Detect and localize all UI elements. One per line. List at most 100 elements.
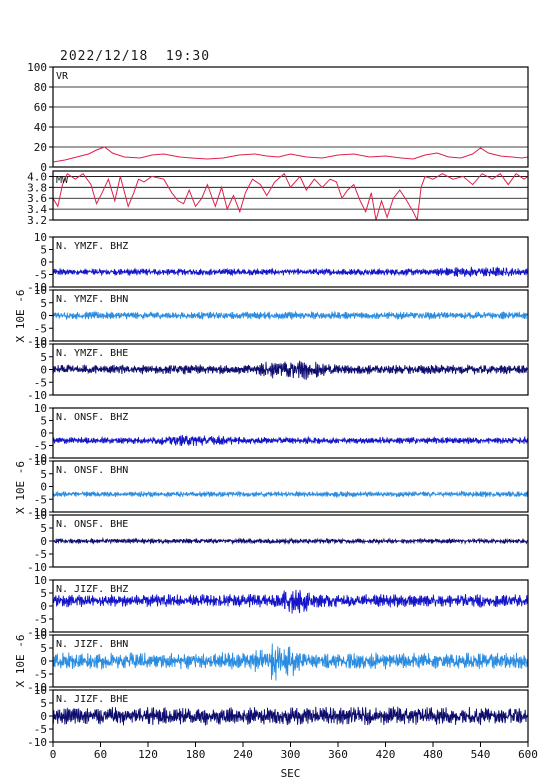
y-tick-label: 0 [40, 535, 47, 548]
y-tick-label: 0 [40, 310, 47, 323]
y-tick-label: -10 [27, 736, 47, 749]
y-tick-label: 20 [34, 141, 47, 154]
panel-frame [52, 343, 529, 396]
y-tick-label: 0 [40, 481, 47, 494]
x-tick-label: 60 [94, 748, 107, 761]
x-tick-label: 120 [138, 748, 158, 761]
panel-frame [52, 514, 529, 568]
y-tick-label: -10 [27, 452, 47, 465]
series-line-vr [53, 146, 528, 163]
y-tick-label: -5 [34, 723, 47, 736]
panel-label: VR [56, 71, 69, 82]
y-tick-label: 3.8 [27, 181, 47, 194]
y-tick-label: 0 [40, 364, 47, 377]
y-tick-label: -10 [27, 681, 47, 694]
y-tick-label: -10 [27, 561, 47, 574]
timestamp-header: 2022/12/18 19:30 [60, 49, 211, 64]
y-tick-label: -5 [34, 322, 47, 335]
panel-jizf-bhn [49, 634, 529, 688]
panel-frame [52, 407, 529, 459]
y-tick-label: 10 [34, 338, 47, 351]
panel-frame [52, 170, 529, 221]
y-tick-label: 10 [34, 402, 47, 415]
panel-label: N. ONSF. BHE [56, 519, 128, 530]
panel-ymzf-bhz [49, 236, 529, 288]
x-tick-label: 540 [471, 748, 491, 761]
y-tick-label: -5 [34, 376, 47, 389]
y-tick-label: 5 [40, 297, 47, 310]
series-line-jizf-bhn [53, 643, 528, 681]
x-tick-label: 480 [423, 748, 443, 761]
y-tick-label: 10 [34, 574, 47, 587]
panel-label: N. ONSF. BHZ [56, 412, 128, 423]
y-tick-label: 0 [40, 427, 47, 440]
y-tick-label: 5 [40, 522, 47, 535]
y-tick-label: 100 [27, 61, 47, 74]
x-tick-label: 180 [186, 748, 206, 761]
y-tick-label: 10 [34, 284, 47, 297]
series-line-onsf-bhe [53, 536, 528, 546]
panel-onsf-bhe [49, 514, 529, 568]
series-line-ymzf-bhz [53, 266, 528, 277]
series-line-ymzf-bhe [53, 360, 528, 380]
series-line-onsf-bhn [53, 490, 528, 499]
y-tick-label: 5 [40, 244, 47, 257]
panel-jizf-bhz [49, 579, 529, 633]
series-line-jizf-bhe [53, 706, 528, 726]
y-tick-label: -10 [27, 281, 47, 294]
y-tick-label: 10 [34, 231, 47, 244]
y-tick-label: 5 [40, 351, 47, 364]
panel-onsf-bhn [49, 460, 529, 513]
y-axis-label: X 10E -6 [14, 461, 27, 514]
series-line-ymzf-bhn [53, 310, 528, 321]
panel-label: N. JIZF. BHZ [56, 584, 128, 595]
series-line-onsf-bhz [53, 434, 528, 447]
y-tick-label: 10 [34, 684, 47, 697]
x-tick-label: 600 [518, 748, 538, 761]
panel-label: MW [56, 175, 69, 186]
y-tick-label: -5 [34, 493, 47, 506]
panel-frame [52, 289, 529, 342]
y-tick-label: -5 [34, 613, 47, 626]
y-tick-label: 5 [40, 468, 47, 481]
panel-ymzf-bhn [49, 289, 529, 342]
y-tick-label: 0 [40, 710, 47, 723]
x-axis-label: SEC [281, 767, 301, 780]
y-tick-label: 80 [34, 81, 47, 94]
panel-ymzf-bhe [49, 343, 529, 396]
panel-frame [52, 66, 529, 168]
panel-frame [52, 579, 529, 633]
x-tick-label: 360 [328, 748, 348, 761]
y-tick-label: 60 [34, 101, 47, 114]
y-tick-label: 0 [40, 256, 47, 269]
y-tick-label: -5 [34, 440, 47, 453]
y-tick-label: 5 [40, 697, 47, 710]
y-tick-label: -10 [27, 626, 47, 639]
panel-label: N. JIZF. BHE [56, 694, 128, 705]
panel-onsf-bhz [49, 407, 529, 459]
y-tick-label: 0 [40, 600, 47, 613]
y-tick-label: 4.0 [27, 170, 47, 183]
y-tick-label: -5 [34, 269, 47, 282]
series-line-jizf-bhz [53, 589, 528, 614]
y-tick-label: 3.6 [27, 192, 47, 205]
y-tick-label: -10 [27, 335, 47, 348]
y-tick-label: -10 [27, 506, 47, 519]
y-axis-label: X 10E -6 [14, 290, 27, 343]
x-tick-label: 0 [50, 748, 57, 761]
y-tick-label: 10 [34, 509, 47, 522]
y-tick-label: 0 [40, 655, 47, 668]
x-tick-label: 240 [233, 748, 253, 761]
y-tick-label: 3.4 [27, 203, 47, 216]
panel-frame [52, 236, 529, 288]
y-tick-label: 5 [40, 642, 47, 655]
y-tick-label: 10 [34, 629, 47, 642]
y-tick-label: 40 [34, 121, 47, 134]
panel-label: N. YMZF. BHN [56, 294, 128, 305]
panel-frame [52, 460, 529, 513]
y-tick-label: 3.2 [27, 214, 47, 227]
y-tick-label: 5 [40, 587, 47, 600]
panel-mw [49, 170, 529, 221]
panel-vr [49, 66, 529, 168]
y-axis-label: X 10E -6 [14, 635, 27, 688]
